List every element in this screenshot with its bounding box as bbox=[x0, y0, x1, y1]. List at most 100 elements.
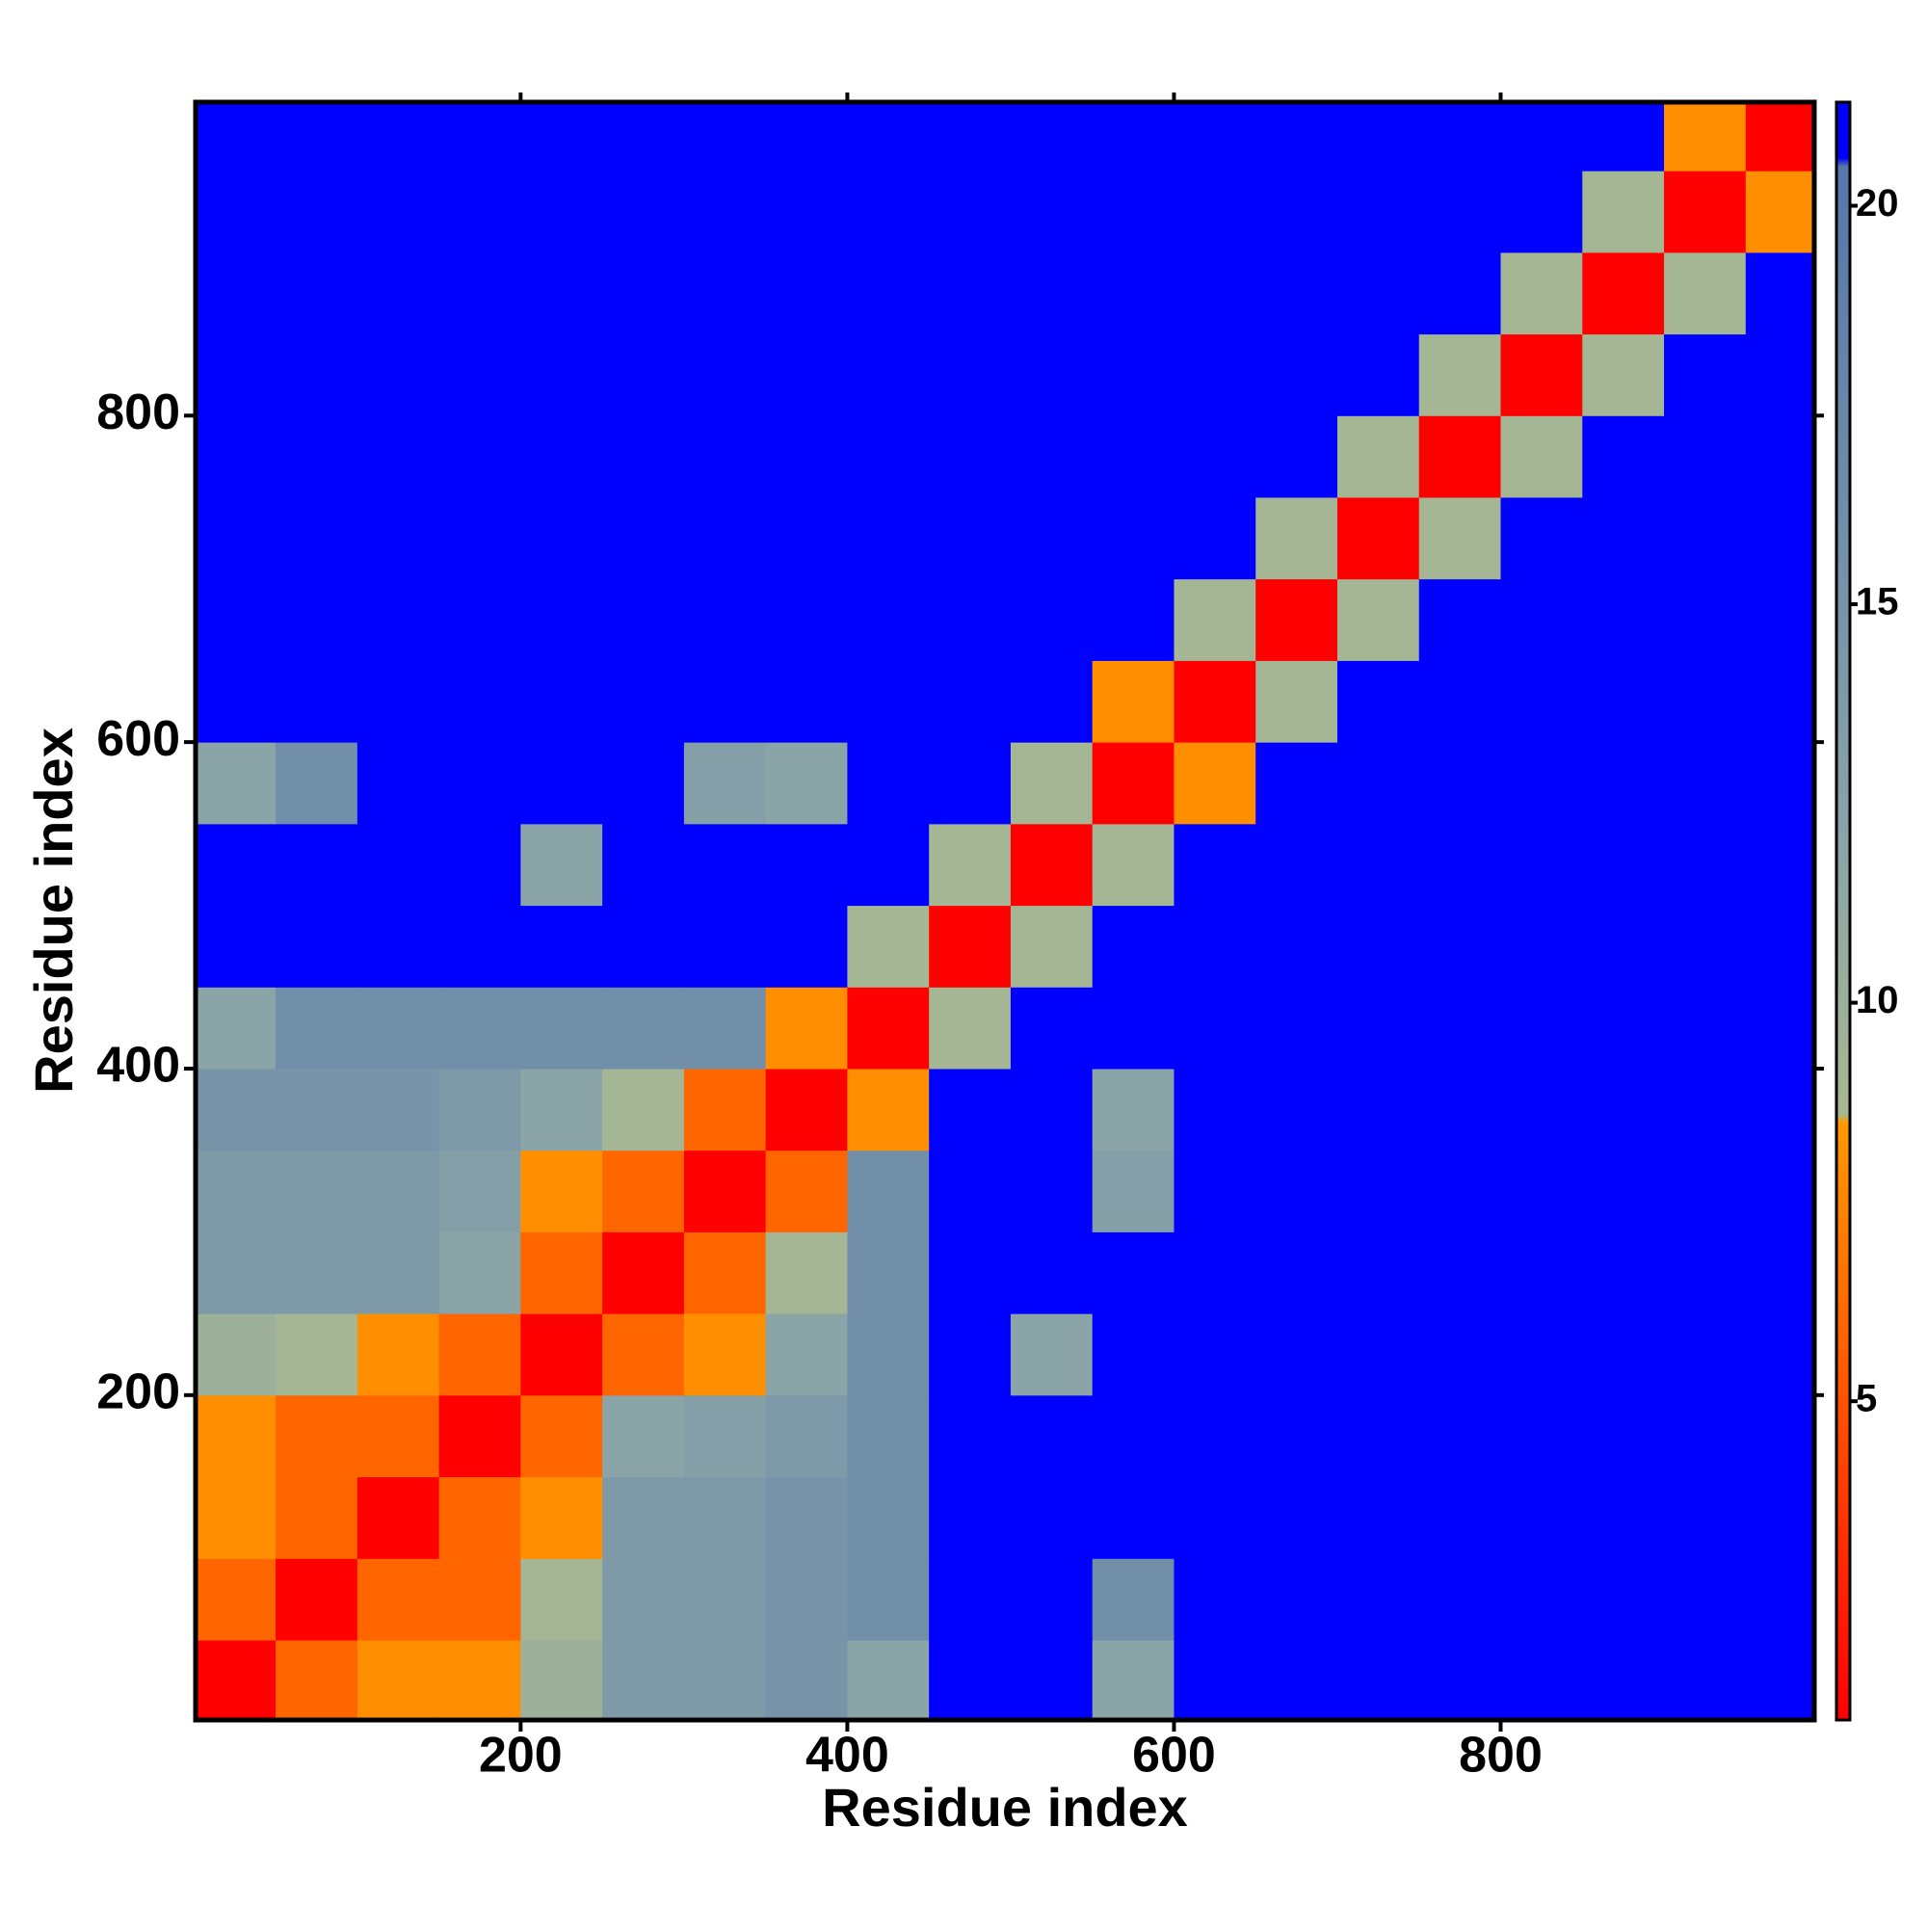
heatmap-cell bbox=[1418, 1476, 1502, 1559]
heatmap-cell bbox=[1582, 1313, 1665, 1396]
heatmap-cell bbox=[847, 497, 930, 580]
heatmap-cell bbox=[196, 578, 277, 661]
heatmap-cell bbox=[1255, 823, 1338, 907]
heatmap-cell bbox=[1336, 1394, 1420, 1478]
heatmap-cell bbox=[1255, 987, 1338, 1070]
heatmap-cell bbox=[683, 415, 767, 498]
heatmap-cell bbox=[1745, 1313, 1815, 1396]
heatmap-cell bbox=[602, 1313, 685, 1396]
heatmap-cell bbox=[765, 102, 848, 172]
heatmap-cell bbox=[1664, 415, 1747, 498]
heatmap-cell bbox=[1664, 660, 1747, 743]
heatmap-cell bbox=[765, 497, 848, 580]
heatmap-cell bbox=[1418, 823, 1502, 907]
heatmap-cell bbox=[1418, 1231, 1502, 1314]
heatmap-cell bbox=[1010, 1313, 1094, 1396]
heatmap-cell bbox=[356, 171, 440, 253]
heatmap-cell bbox=[1500, 102, 1583, 172]
heatmap-cell bbox=[438, 578, 521, 661]
heatmap-cell bbox=[1092, 578, 1175, 661]
colorbar-segment bbox=[1836, 1122, 1850, 1721]
heatmap-cell bbox=[847, 1639, 930, 1721]
heatmap-cell bbox=[1174, 987, 1256, 1070]
heatmap-cell bbox=[1174, 1394, 1256, 1478]
heatmap-cell bbox=[196, 1150, 277, 1232]
heatmap-cell bbox=[1010, 578, 1094, 661]
heatmap-cell bbox=[1418, 415, 1502, 498]
heatmap-cell bbox=[1582, 1476, 1665, 1559]
heatmap-cell bbox=[438, 415, 521, 498]
heatmap-cell bbox=[1745, 251, 1815, 335]
heatmap-cell bbox=[1500, 333, 1583, 416]
heatmap-cell bbox=[1092, 905, 1175, 988]
heatmap-cell bbox=[1336, 333, 1420, 416]
heatmap-cell bbox=[602, 1639, 685, 1721]
heatmap-cell bbox=[1010, 1231, 1094, 1314]
heatmap-cell bbox=[1092, 102, 1175, 172]
heatmap-cell bbox=[765, 578, 848, 661]
heatmap-cell bbox=[196, 1558, 277, 1641]
heatmap-cell bbox=[1336, 905, 1420, 988]
heatmap-cell bbox=[1092, 987, 1175, 1070]
heatmap-cell bbox=[1010, 1150, 1094, 1232]
heatmap-cell bbox=[765, 1558, 848, 1641]
heatmap-cell bbox=[356, 823, 440, 907]
heatmap-cell bbox=[683, 102, 767, 172]
heatmap-cell bbox=[1500, 660, 1583, 743]
heatmap-cell bbox=[929, 987, 1012, 1070]
heatmap-cell bbox=[765, 251, 848, 335]
heatmap-cell bbox=[438, 1313, 521, 1396]
heatmap-cell bbox=[1582, 823, 1665, 907]
heatmap-cell bbox=[1500, 415, 1583, 498]
heatmap-cell bbox=[520, 1558, 603, 1641]
heatmap-cell bbox=[276, 1394, 358, 1478]
heatmap-cell bbox=[1092, 1231, 1175, 1314]
heatmap-cell bbox=[602, 1394, 685, 1478]
heatmap-cell bbox=[602, 1558, 685, 1641]
heatmap-cell bbox=[683, 1394, 767, 1478]
heatmap-cell bbox=[1582, 171, 1665, 253]
heatmap-cell bbox=[683, 171, 767, 253]
heatmap-cell bbox=[356, 1068, 440, 1151]
heatmap-cell bbox=[847, 1313, 930, 1396]
heatmap-cell bbox=[1255, 1231, 1338, 1314]
heatmap-cell bbox=[356, 415, 440, 498]
heatmap-cell bbox=[1174, 578, 1256, 661]
heatmap-cell bbox=[683, 1639, 767, 1721]
heatmap-cell bbox=[276, 987, 358, 1070]
heatmap-cell bbox=[1582, 987, 1665, 1070]
heatmap-cell bbox=[1174, 660, 1256, 743]
heatmap-cell bbox=[356, 1394, 440, 1478]
colorbar-tick-label: 10 bbox=[1856, 979, 1899, 1021]
heatmap-cell bbox=[1174, 1476, 1256, 1559]
heatmap-cell bbox=[765, 1068, 848, 1151]
heatmap-cell bbox=[1092, 1558, 1175, 1641]
heatmap-cell bbox=[1336, 497, 1420, 580]
heatmap-cell bbox=[356, 742, 440, 825]
heatmap-cell bbox=[1664, 1231, 1747, 1314]
heatmap-cell bbox=[520, 742, 603, 825]
heatmap-cell bbox=[602, 251, 685, 335]
heatmap-cell bbox=[847, 905, 930, 988]
heatmap-cell bbox=[196, 497, 277, 580]
heatmap-cell bbox=[1745, 742, 1815, 825]
heatmap-cell bbox=[929, 333, 1012, 416]
heatmap-cell bbox=[1418, 1150, 1502, 1232]
heatmap-cell bbox=[196, 333, 277, 416]
heatmap-cell bbox=[683, 333, 767, 416]
heatmap-cell bbox=[1745, 987, 1815, 1070]
heatmap-cell bbox=[1092, 171, 1175, 253]
heatmap-cell bbox=[1418, 905, 1502, 988]
heatmap-cell bbox=[438, 1639, 521, 1721]
heatmap-cell bbox=[1092, 497, 1175, 580]
heatmap-cell bbox=[356, 497, 440, 580]
heatmap-cell bbox=[1255, 660, 1338, 743]
heatmap-cell bbox=[1500, 1231, 1583, 1314]
heatmap-cell bbox=[1336, 987, 1420, 1070]
heatmap-cell bbox=[1010, 660, 1094, 743]
heatmap-cell bbox=[438, 1476, 521, 1559]
heatmap-cell bbox=[1092, 1476, 1175, 1559]
heatmap-cell bbox=[1255, 333, 1338, 416]
heatmap-cell bbox=[1174, 102, 1256, 172]
heatmap-cell bbox=[1092, 742, 1175, 825]
